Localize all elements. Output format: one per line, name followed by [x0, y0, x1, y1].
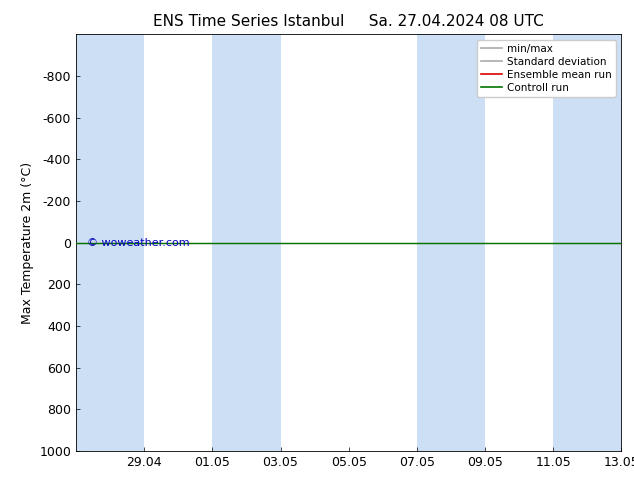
Bar [212, 34, 280, 451]
Text: © woweather.com: © woweather.com [87, 238, 190, 247]
Y-axis label: Max Temperature 2m (°C): Max Temperature 2m (°C) [21, 162, 34, 323]
Title: ENS Time Series Istanbul     Sa. 27.04.2024 08 UTC: ENS Time Series Istanbul Sa. 27.04.2024 … [153, 14, 544, 29]
Bar [417, 34, 485, 451]
Bar [76, 34, 144, 451]
Bar [553, 34, 621, 451]
Legend: min/max, Standard deviation, Ensemble mean run, Controll run: min/max, Standard deviation, Ensemble me… [477, 40, 616, 97]
